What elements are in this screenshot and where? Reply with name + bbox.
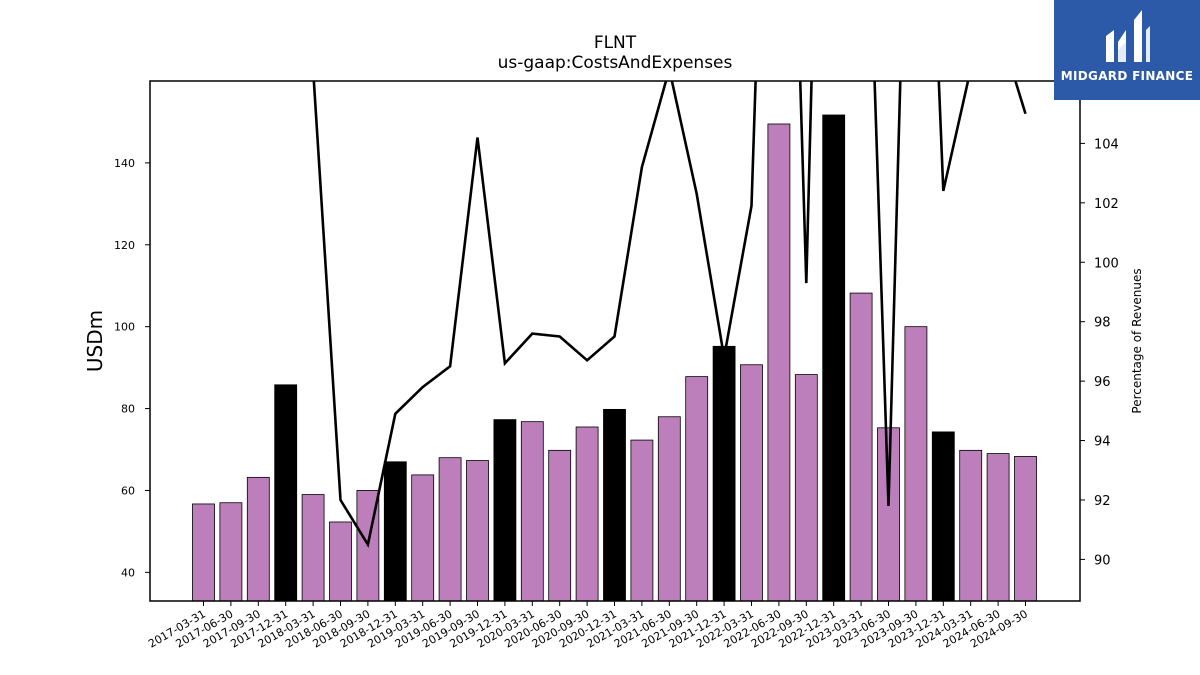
bars-group: [192, 114, 1037, 601]
bar-2017-03-31: [192, 503, 215, 601]
y2-tick-label: 100: [1094, 256, 1119, 271]
y2-tick-label: 104: [1094, 137, 1119, 152]
y-tick-label: 140: [114, 157, 135, 170]
brand-logo: MIDGARD FINANCE: [1054, 0, 1200, 100]
y-axis-label: USDm: [83, 310, 107, 372]
left-axis: 40 60 80 100 120 140: [114, 157, 150, 579]
bar-2020-09-30: [575, 426, 599, 601]
bar-2019-06-30: [438, 457, 462, 601]
bar-2022-03-31: [740, 364, 763, 601]
chart-title: FLNT: [593, 33, 637, 53]
y-tick-label: 80: [121, 403, 135, 416]
y2-tick-label: 92: [1094, 494, 1111, 509]
line-group: [312, 81, 1027, 548]
bar-2020-12-31: [603, 408, 626, 601]
right-axis: 90 92 94 96 98 100 102 104: [1080, 137, 1119, 568]
y-tick-label: 100: [114, 321, 135, 334]
bar-2019-12-31: [493, 419, 517, 601]
y2-tick-label: 94: [1094, 435, 1111, 450]
y-tick-label: 40: [121, 566, 135, 579]
bar-2022-06-30: [767, 123, 791, 601]
bar-2021-09-30: [685, 376, 709, 601]
bar-2018-06-30: [329, 521, 352, 601]
bar-2017-09-30: [246, 476, 270, 601]
y-tick-label: 60: [121, 484, 135, 497]
logo-mark-icon: [1106, 10, 1150, 62]
bar-2023-06-30: [877, 427, 900, 601]
bar-2023-09-30: [904, 326, 928, 601]
bar-2024-09-30: [1014, 456, 1037, 601]
bar-2020-06-30: [548, 449, 572, 601]
bar-2020-03-31: [520, 421, 544, 601]
bar-2019-09-30: [466, 460, 489, 601]
bar-2022-09-30: [794, 374, 818, 601]
bar-2023-12-31: [931, 431, 955, 601]
chart-subtitle: us-gaap:CostsAndExpenses: [497, 53, 733, 73]
bar-2021-12-31: [712, 345, 736, 601]
bar-2017-06-30: [219, 502, 243, 601]
bar-2019-03-31: [411, 474, 435, 601]
bar-2022-12-31: [822, 114, 846, 601]
bar-2021-06-30: [657, 416, 681, 601]
bar-2024-06-30: [986, 453, 1010, 601]
bar-2018-03-31: [301, 494, 325, 601]
y2-axis-label: Percentage of Revenues: [1130, 268, 1144, 413]
bar-2024-03-31: [959, 449, 983, 601]
logo-text: MIDGARD FINANCE: [1060, 69, 1194, 83]
bar-2018-12-31: [383, 461, 407, 601]
ratio-line: [312, 81, 1027, 548]
y2-tick-label: 98: [1094, 316, 1111, 331]
bar-2017-12-31: [274, 384, 298, 601]
y2-tick-label: 102: [1094, 197, 1119, 212]
y2-tick-label: 90: [1094, 553, 1111, 568]
bar-2021-03-31: [630, 439, 654, 601]
y2-tick-label: 96: [1094, 375, 1111, 390]
bar-2023-03-31: [849, 292, 873, 601]
y-tick-label: 120: [114, 239, 135, 252]
x-axis: 2017-03-312017-06-302017-09-302017-12-31…: [146, 601, 1030, 651]
